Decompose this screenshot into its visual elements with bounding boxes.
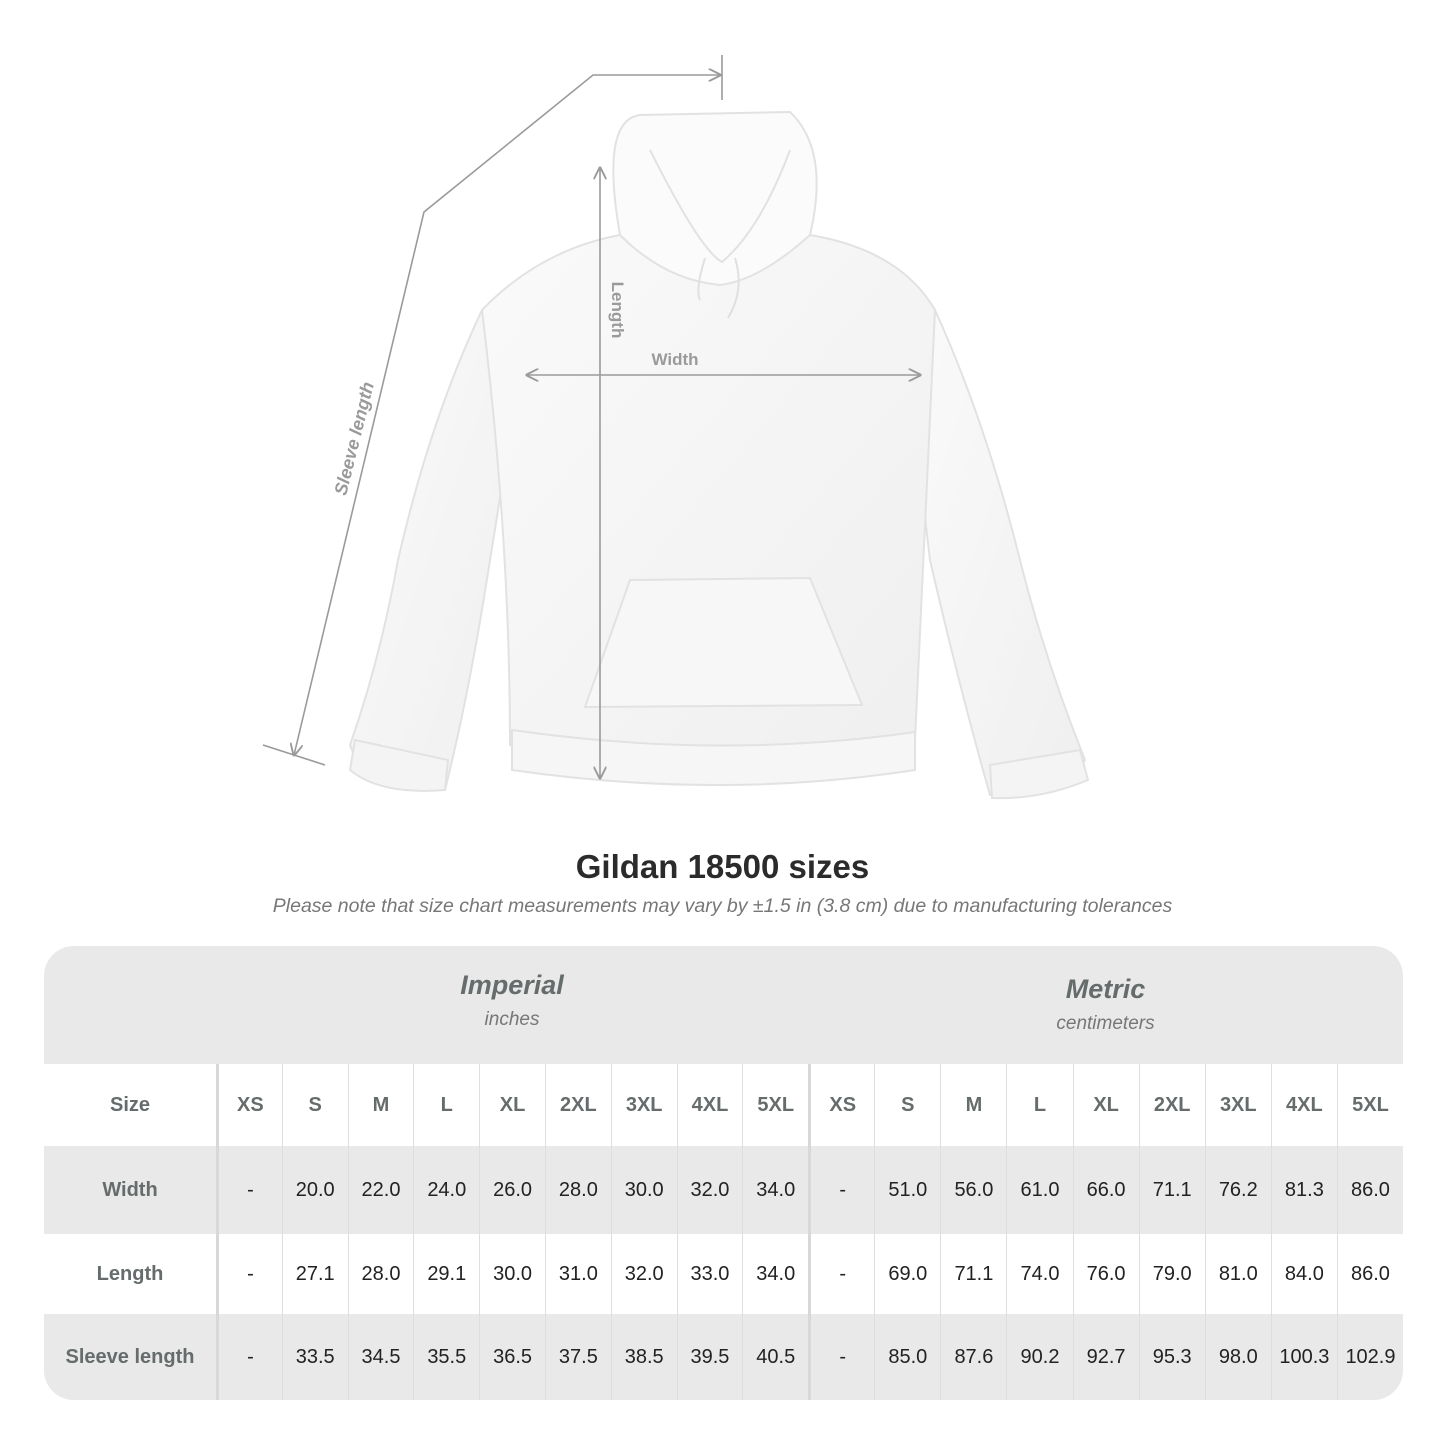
imperial-header: Imperial inches xyxy=(216,946,808,1064)
row-label: Width xyxy=(44,1146,216,1234)
metric-value-cell: 95.3 xyxy=(1138,1314,1205,1400)
metric-value-cell: 71.1 xyxy=(1138,1146,1205,1234)
size-header-label: Size xyxy=(44,1064,216,1146)
metric-value-cell: - xyxy=(808,1314,875,1400)
size-table: Imperial inches Metric centimeters Size X… xyxy=(44,946,1403,1400)
imperial-value-cell: 29.1 xyxy=(413,1234,480,1314)
imperial-size-header: 4XL xyxy=(676,1064,743,1146)
imperial-value-cell: 28.0 xyxy=(347,1234,414,1314)
imperial-value-cell: 34.0 xyxy=(742,1234,809,1314)
imperial-value-cell: 33.0 xyxy=(676,1234,743,1314)
metric-size-header: S xyxy=(874,1064,941,1146)
metric-value-cell: 51.0 xyxy=(874,1146,941,1234)
metric-value-cell: 102.9 xyxy=(1336,1314,1403,1400)
metric-value-cell: 92.7 xyxy=(1072,1314,1139,1400)
imperial-size-header: S xyxy=(281,1064,348,1146)
imperial-title: Imperial xyxy=(460,970,564,1000)
metric-size-header: 5XL xyxy=(1336,1064,1403,1146)
hoodie-illustration: Length Width Sleeve length xyxy=(262,55,1090,800)
sleeve-length-label: Sleeve length xyxy=(330,380,377,497)
metric-value-cell: 86.0 xyxy=(1336,1146,1403,1234)
imperial-value-cell: - xyxy=(216,1146,282,1234)
imperial-value-cell: 27.1 xyxy=(281,1234,348,1314)
imperial-value-cell: 32.0 xyxy=(676,1146,743,1234)
metric-value-cell: 84.0 xyxy=(1270,1234,1337,1314)
imperial-value-cell: 28.0 xyxy=(544,1146,611,1234)
imperial-size-header: XL xyxy=(479,1064,545,1146)
metric-size-header: 4XL xyxy=(1270,1064,1337,1146)
metric-size-header: 2XL xyxy=(1138,1064,1205,1146)
metric-value-cell: 56.0 xyxy=(940,1146,1007,1234)
imperial-size-header: 3XL xyxy=(610,1064,677,1146)
metric-value-cell: 71.1 xyxy=(940,1234,1007,1314)
metric-value-cell: 87.6 xyxy=(940,1314,1007,1400)
metric-value-cell: 90.2 xyxy=(1006,1314,1073,1400)
metric-value-cell: 100.3 xyxy=(1270,1314,1337,1400)
row-label: Length xyxy=(44,1234,216,1314)
imperial-size-header: XS xyxy=(216,1064,282,1146)
imperial-size-header: M xyxy=(347,1064,414,1146)
imperial-value-cell: 30.0 xyxy=(610,1146,677,1234)
metric-value-cell: 81.3 xyxy=(1270,1146,1337,1234)
imperial-value-cell: 35.5 xyxy=(413,1314,480,1400)
imperial-value-cell: 33.5 xyxy=(281,1314,348,1400)
imperial-size-header: L xyxy=(413,1064,480,1146)
metric-value-cell: 86.0 xyxy=(1336,1234,1403,1314)
imperial-value-cell: 34.0 xyxy=(742,1146,809,1234)
metric-value-cell: - xyxy=(808,1234,875,1314)
imperial-value-cell: 32.0 xyxy=(610,1234,677,1314)
hoodie-shape xyxy=(348,110,1090,800)
imperial-value-cell: 40.5 xyxy=(742,1314,809,1400)
row-label: Sleeve length xyxy=(44,1314,216,1400)
metric-size-header: 3XL xyxy=(1204,1064,1271,1146)
page-title: Gildan 18500 sizes xyxy=(575,848,870,885)
imperial-value-cell: 20.0 xyxy=(281,1146,348,1234)
metric-value-cell: 81.0 xyxy=(1204,1234,1271,1314)
metric-header: Metric centimeters xyxy=(808,946,1403,1064)
metric-size-header: XS xyxy=(808,1064,875,1146)
width-label: Width xyxy=(651,350,698,369)
imperial-value-cell: 36.5 xyxy=(479,1314,545,1400)
imperial-unit: inches xyxy=(484,1009,540,1030)
metric-value-cell: 69.0 xyxy=(874,1234,941,1314)
imperial-value-cell: 24.0 xyxy=(413,1146,480,1234)
metric-value-cell: 79.0 xyxy=(1138,1234,1205,1314)
imperial-value-cell: 30.0 xyxy=(479,1234,545,1314)
imperial-value-cell: 22.0 xyxy=(347,1146,414,1234)
metric-value-cell: 85.0 xyxy=(874,1314,941,1400)
imperial-size-header: 5XL xyxy=(742,1064,809,1146)
metric-title: Metric xyxy=(1065,974,1146,1004)
metric-value-cell: 98.0 xyxy=(1204,1314,1271,1400)
metric-unit: centimeters xyxy=(1056,1013,1155,1034)
imperial-value-cell: 31.0 xyxy=(544,1234,611,1314)
metric-value-cell: - xyxy=(808,1146,875,1234)
imperial-value-cell: 26.0 xyxy=(479,1146,545,1234)
metric-value-cell: 66.0 xyxy=(1072,1146,1139,1234)
metric-value-cell: 74.0 xyxy=(1006,1234,1073,1314)
length-label: Length xyxy=(608,282,627,339)
metric-value-cell: 76.0 xyxy=(1072,1234,1139,1314)
metric-size-header: L xyxy=(1006,1064,1073,1146)
imperial-value-cell: 38.5 xyxy=(610,1314,677,1400)
metric-value-cell: 76.2 xyxy=(1204,1146,1271,1234)
tolerance-note: Please note that size chart measurements… xyxy=(272,895,1173,917)
imperial-value-cell: - xyxy=(216,1314,282,1400)
imperial-value-cell: 34.5 xyxy=(347,1314,414,1400)
imperial-value-cell: 39.5 xyxy=(676,1314,743,1400)
metric-size-header: XL xyxy=(1072,1064,1139,1146)
size-grid: Size XS S M L XL 2XL 3XL 4XL 5XL XS S M L XL 2XL 3XL 4XL 5… xyxy=(44,1064,1403,1400)
imperial-value-cell: - xyxy=(216,1234,282,1314)
imperial-value-cell: 37.5 xyxy=(544,1314,611,1400)
metric-size-header: M xyxy=(940,1064,1007,1146)
measure-lines xyxy=(262,55,920,778)
metric-value-cell: 61.0 xyxy=(1006,1146,1073,1234)
imperial-size-header: 2XL xyxy=(544,1064,611,1146)
